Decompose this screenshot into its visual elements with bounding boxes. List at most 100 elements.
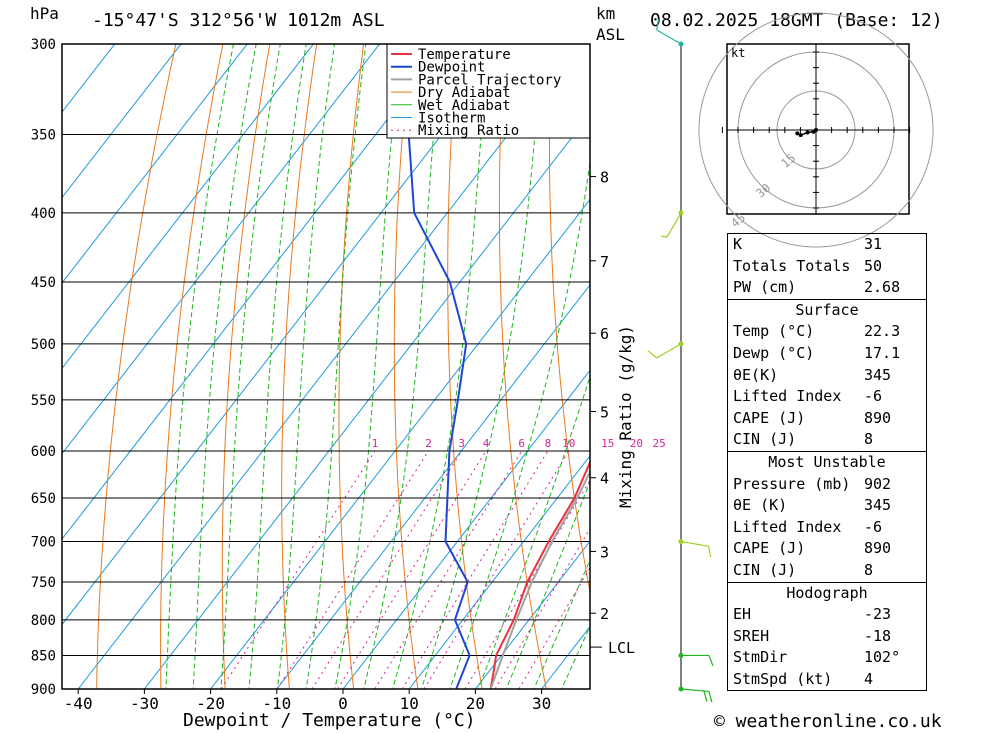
legend-entry: Temperature: [418, 47, 511, 63]
index-label: Dewp (°C): [733, 343, 815, 362]
index-label: SREH: [733, 626, 770, 645]
hodograph-point: [798, 133, 803, 138]
index-value: 890: [864, 408, 892, 427]
isotherm-line: [62, 44, 116, 113]
index-value: -18: [864, 626, 892, 645]
pressure-tick-label: 850: [31, 648, 56, 664]
series-line-dewpoint: [398, 44, 471, 689]
dry-adiabat-line: [549, 44, 590, 595]
lcl-label: LCL: [608, 639, 635, 657]
wet-adiabat-line: [420, 44, 543, 689]
legend-entry: Isotherm: [418, 111, 485, 127]
surface-title: Surface: [795, 300, 859, 319]
temperature-tick-label: 10: [400, 694, 419, 713]
index-row: StmSpd (kt) 4: [728, 669, 926, 691]
pressure-tick-label: 700: [31, 534, 56, 550]
isotherm-line: [276, 284, 590, 689]
isotherm-line: [408, 454, 590, 689]
wet-adiabat-line: [449, 159, 590, 689]
index-label: Temp (°C): [733, 322, 815, 341]
dry-adiabat-line: [338, 44, 365, 689]
wet-adiabat-line: [477, 375, 590, 689]
index-row: K 31: [728, 234, 926, 256]
location-title: -15°47'S 312°56'W 1012m ASL: [92, 10, 385, 31]
temperature-tick-label: -20: [196, 694, 225, 713]
wind-barb-shaft: [680, 688, 709, 693]
wind-barb-flag: [708, 691, 713, 703]
index-value: -6: [864, 517, 883, 536]
wind-barb-column: [647, 19, 714, 703]
index-label: StmDir: [733, 648, 788, 667]
index-value: 17.1: [864, 343, 901, 362]
index-label: EH: [733, 605, 752, 624]
mixing-ratio-line: [518, 566, 590, 689]
temperature-tick-label: 0: [338, 694, 348, 713]
index-value: 50: [864, 256, 883, 275]
altitude-tick-label: 7: [600, 253, 609, 271]
mixing-ratio-label: 6: [518, 437, 525, 450]
pressure-tick-label: 900: [31, 682, 56, 698]
index-label: CAPE (J): [733, 539, 806, 558]
wind-barb-shaft: [680, 540, 709, 547]
hodograph-title: Hodograph: [786, 583, 868, 602]
index-row: CIN (J) 8: [728, 429, 926, 451]
index-row: θE(K) 345: [728, 365, 926, 387]
copyright-link[interactable]: © weatheronline.co.uk: [714, 711, 942, 732]
index-label: StmSpd (kt): [733, 669, 833, 688]
plot-frame: [61, 43, 591, 690]
index-label: K: [733, 235, 743, 253]
index-label: CIN (J): [733, 430, 797, 449]
mixing-ratio-line: [337, 450, 487, 689]
mixing-ratio-label: 3: [458, 437, 465, 450]
altitude-tick-label: 6: [600, 325, 609, 343]
mixing-ratio-line: [311, 450, 463, 689]
legend-entry: Wet Adiabat: [418, 98, 511, 114]
index-label: θE (K): [733, 496, 788, 515]
legend-entry: Mixing Ratio: [418, 123, 519, 139]
altitude-tick-label: 3: [600, 543, 609, 561]
index-row: CAPE (J) 890: [728, 538, 926, 560]
mixing-ratio-line: [276, 450, 429, 689]
hodograph-point: [805, 130, 810, 135]
series-line-parcel-trajectory: [489, 469, 590, 689]
hodograph-point: [795, 131, 800, 136]
index-row: EH -23: [728, 604, 926, 626]
temperature-tick-label: -40: [64, 694, 93, 713]
index-label: Lifted Index: [733, 387, 842, 406]
surface-indices: Surface Temp (°C) 22.3 Dewp (°C) 17.1 θE(K) 3…: [727, 298, 927, 452]
index-value: 4: [864, 669, 874, 688]
wind-barb-flag: [660, 235, 668, 238]
index-value: 22.3: [864, 322, 901, 341]
wind-barb-flag: [656, 19, 660, 31]
mixing-ratio-label: 2: [425, 437, 432, 450]
wind-barb-flag: [647, 350, 658, 359]
km-label: km: [596, 4, 616, 23]
pressure-tick-label: 500: [31, 337, 56, 353]
index-label: Totals Totals: [733, 256, 851, 275]
index-value: 31: [864, 235, 883, 253]
pressure-tick-label: 400: [31, 206, 56, 222]
index-row: Totals Totals 50: [728, 256, 926, 278]
index-label: CAPE (J): [733, 408, 806, 427]
altitude-tick-label: 4: [600, 470, 609, 488]
index-row: CAPE (J) 890: [728, 408, 926, 430]
temperature-tick-label: 20: [466, 694, 485, 713]
wind-barb-flag: [703, 690, 708, 702]
x-axis-title: Dewpoint / Temperature (°C): [183, 710, 476, 731]
hodograph-unit-label: kt: [731, 46, 745, 60]
isotherm-line: [342, 369, 590, 689]
pressure-tick-label: 750: [31, 575, 56, 591]
mixing-ratio-label: 8: [545, 437, 552, 450]
index-row: Lifted Index -6: [728, 386, 926, 408]
pressure-unit-label: hPa: [30, 4, 59, 23]
wet-adiabat-line: [305, 44, 367, 689]
altitude-tick-label: 2: [600, 605, 609, 623]
dry-adiabat-line: [221, 44, 271, 689]
isotherm-line: [62, 44, 182, 199]
pressure-tick-label: 350: [31, 128, 56, 144]
index-label: Pressure (mb): [733, 474, 851, 493]
index-label: θE(K): [733, 365, 779, 384]
mixing-ratio-line: [401, 450, 549, 689]
